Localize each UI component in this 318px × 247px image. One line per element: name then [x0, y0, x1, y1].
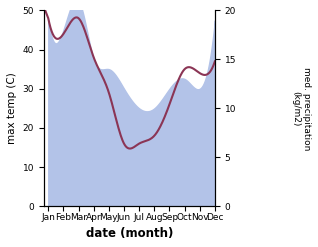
- X-axis label: date (month): date (month): [86, 227, 173, 240]
- Y-axis label: med. precipitation
(kg/m2): med. precipitation (kg/m2): [292, 67, 311, 150]
- Y-axis label: max temp (C): max temp (C): [7, 72, 17, 144]
